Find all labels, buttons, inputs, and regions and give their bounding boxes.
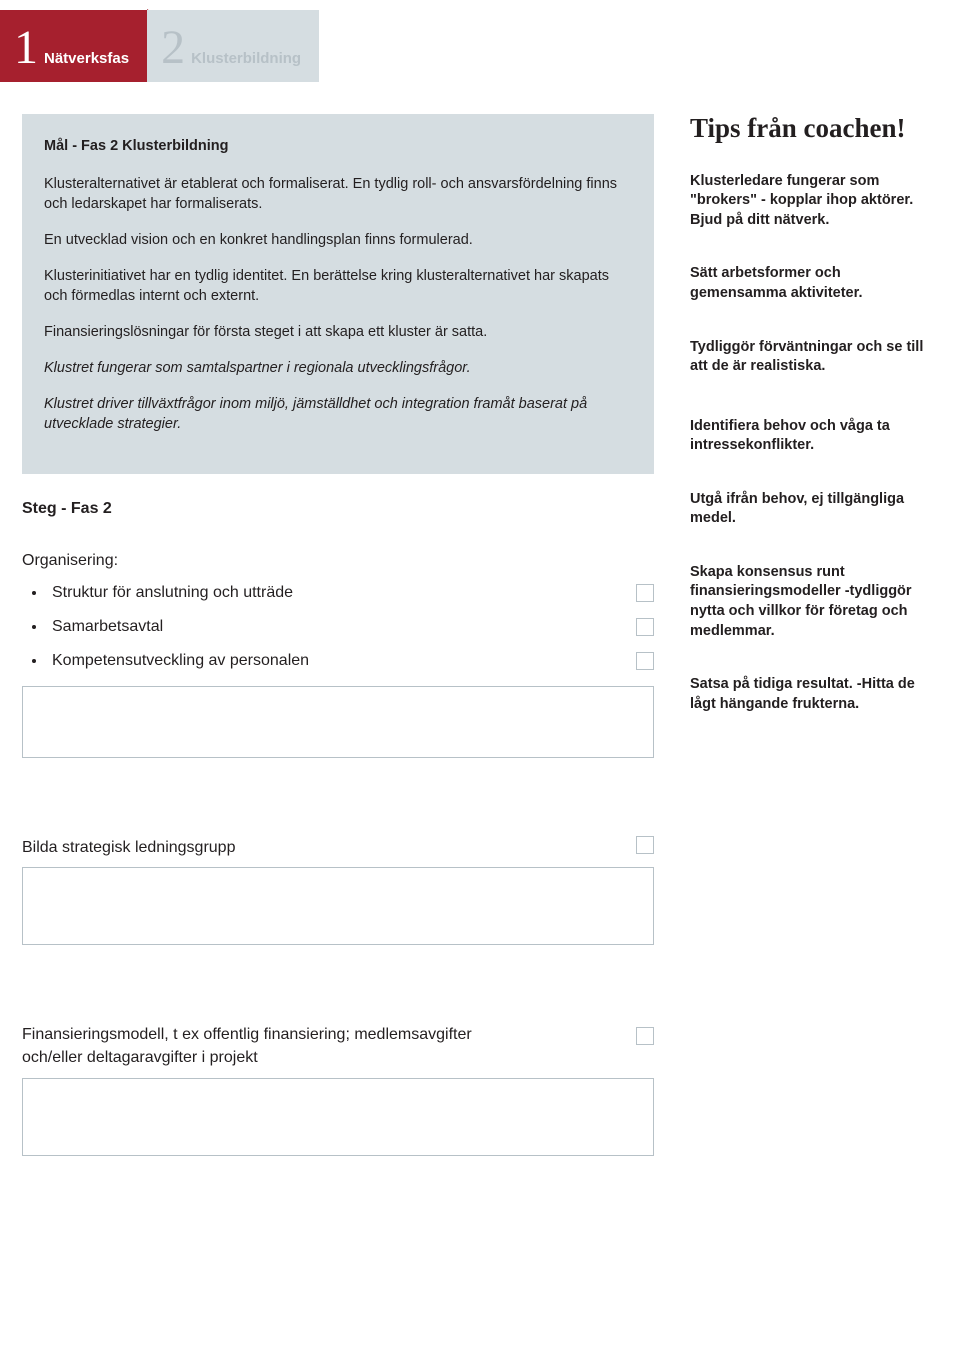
list-item: Samarbetsavtal — [22, 618, 654, 636]
goal-paragraph: Klustret fungerar som samtalspartner i r… — [44, 358, 632, 378]
section-title: Organisering: — [22, 552, 654, 570]
bullet-icon — [32, 625, 36, 629]
bullet-icon — [32, 591, 36, 595]
item-label: Struktur för anslutning och utträde — [52, 584, 293, 602]
list-item: Kompetensutveckling av personalen — [22, 652, 654, 670]
tip: Klusterledare fungerar som "brokers" - k… — [690, 172, 938, 231]
tip: Utgå ifrån behov, ej tillgängliga medel. — [690, 490, 938, 529]
section-label: Bilda strategisk ledningsgrupp — [22, 836, 235, 859]
note-box[interactable] — [22, 686, 654, 758]
bullet-icon — [32, 659, 36, 663]
goal-box: Mål - Fas 2 Klusterbildning Klusteralter… — [22, 114, 654, 474]
checkbox[interactable] — [636, 618, 654, 636]
goal-paragraph: Klusterinitiativet har en tydlig identit… — [44, 266, 632, 306]
main-column: Mål - Fas 2 Klusterbildning Klusteralter… — [22, 114, 654, 1186]
note-box[interactable] — [22, 867, 654, 945]
note-box[interactable] — [22, 1078, 654, 1156]
steg-heading: Steg - Fas 2 — [22, 500, 654, 518]
goal-paragraph: Klustret driver tillväxtfrågor inom milj… — [44, 394, 632, 434]
tab-phase-2: 2 Klusterbildning — [147, 10, 319, 82]
section-ledningsgrupp: Bilda strategisk ledningsgrupp — [22, 836, 654, 945]
sidebar: Tips från coachen! Klusterledare fungera… — [690, 114, 938, 1186]
section-organisering: Organisering: Struktur för anslutning oc… — [22, 552, 654, 758]
goal-paragraph: En utvecklad vision och en konkret handl… — [44, 230, 632, 250]
list-item: Struktur för anslutning och utträde — [22, 584, 654, 602]
organisering-list: Struktur för anslutning och utträde Sama… — [22, 584, 654, 670]
checkbox[interactable] — [636, 1027, 654, 1045]
sidebar-title: Tips från coachen! — [690, 114, 938, 144]
section-finansiering: Finansieringsmodell, t ex offentlig fina… — [22, 1023, 654, 1155]
tab-number: 1 — [14, 24, 38, 72]
goal-paragraph: Klusteralternativet är etablerat och for… — [44, 174, 632, 214]
tip: Satsa på tidiga resultat. -Hitta de lågt… — [690, 675, 938, 714]
checkbox[interactable] — [636, 652, 654, 670]
checkbox[interactable] — [636, 836, 654, 854]
tip: Skapa konsensus runt finansieringsmodell… — [690, 563, 938, 641]
item-label: Samarbetsavtal — [52, 618, 163, 636]
tip: Tydliggör förväntningar och se till att … — [690, 338, 938, 377]
item-label: Kompetensutveckling av personalen — [52, 652, 309, 670]
tip: Sätt arbetsformer och gemensamma aktivit… — [690, 264, 938, 303]
tab-phase-1: 1 Nätverksfas — [0, 10, 147, 82]
phase-tabs: 1 Nätverksfas 2 Klusterbildning — [0, 0, 960, 82]
section-label: Finansieringsmodell, t ex offentlig fina… — [22, 1023, 502, 1069]
tip: Identifiera behov och våga ta intresseko… — [690, 417, 938, 456]
goal-paragraph: Finansieringslösningar för första steget… — [44, 322, 632, 342]
tab-label: Nätverksfas — [44, 50, 129, 67]
checkbox[interactable] — [636, 584, 654, 602]
goal-title: Mål - Fas 2 Klusterbildning — [44, 136, 632, 156]
tab-label: Klusterbildning — [191, 50, 301, 67]
tab-number: 2 — [161, 24, 185, 72]
